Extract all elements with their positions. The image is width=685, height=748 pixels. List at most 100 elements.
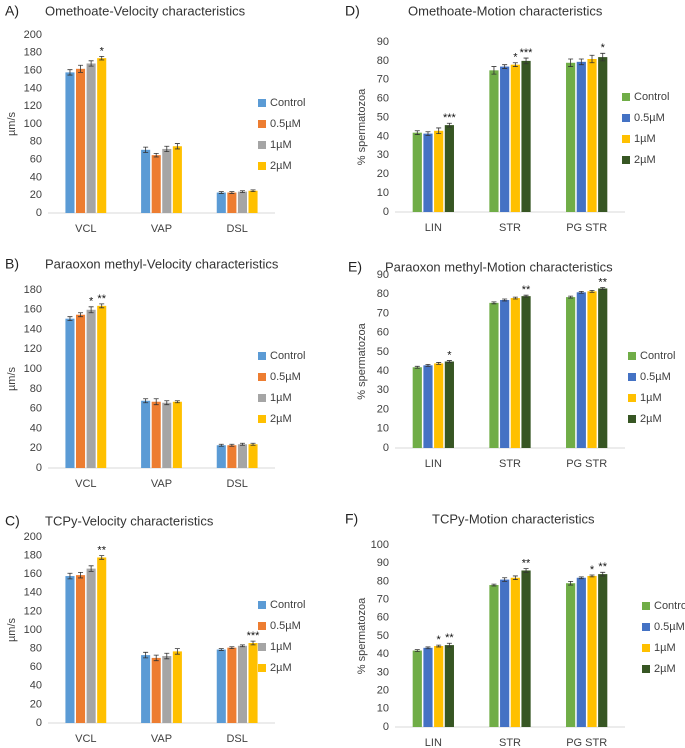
error-bar [164,652,170,660]
error-bar [578,576,584,580]
y-tick-label: 20 [30,189,42,201]
bar [216,445,226,468]
error-bar [589,574,595,578]
error-bar [414,365,420,369]
error-bar [436,127,442,135]
error-bar [578,290,584,294]
x-tick-label: VCL [75,478,96,490]
error-bar [88,306,94,314]
significance-label: * [89,296,94,308]
legend-swatch [258,601,266,609]
y-tick-label: 40 [377,365,389,377]
error-bar [218,191,224,194]
chart-title: TCPy-Motion characteristics [432,511,595,526]
bar [151,401,161,468]
x-tick-label: VCL [75,223,96,235]
bar [248,643,258,723]
y-axis-label: µm/s [6,617,18,642]
error-bar [78,64,84,73]
bar [500,579,510,727]
error-bar [229,646,235,649]
y-tick-label: 50 [377,111,389,123]
y-tick-label: 30 [377,149,389,161]
error-bar [143,146,149,153]
bar [227,445,237,468]
error-bar [250,640,256,646]
legend-swatch [622,93,630,101]
legend-label: Control [270,97,305,109]
bar [237,191,247,213]
bar [97,557,107,723]
x-tick-label: STR [499,458,521,470]
significance-label: *** [443,112,457,124]
legend-label: Control [634,91,669,103]
panel-label: D) [345,3,360,19]
bar [237,444,247,468]
legend-label: Control [640,350,675,362]
bar [216,192,226,213]
y-tick-label: 60 [377,612,389,624]
y-tick-label: 60 [30,154,42,166]
x-tick-label: VAP [151,223,172,235]
y-tick-label: 90 [377,557,389,569]
bar [500,66,510,212]
y-tick-label: 120 [24,605,42,617]
x-tick-label: VCL [75,733,96,745]
panel-label: A) [5,3,19,19]
bar [566,62,576,213]
legend-swatch [258,120,266,128]
error-bar [250,189,256,193]
significance-label: ** [97,293,106,305]
legend-swatch [628,394,636,402]
legend-label: 0.5µM [270,118,301,130]
bar [172,146,182,213]
y-tick-label: 90 [377,269,389,281]
significance-label: * [447,349,452,361]
significance-label: ** [522,558,531,570]
y-tick-label: 80 [30,136,42,148]
error-bar [578,58,584,66]
y-tick-label: 60 [30,403,42,415]
legend-label: 0.5µM [654,621,685,633]
error-bar [153,152,159,158]
bar [444,645,454,727]
error-bar [414,130,420,135]
y-tick-label: 60 [30,661,42,673]
significance-label: * [590,564,595,576]
bar [76,314,86,468]
y-tick-label: 200 [24,29,42,41]
error-bar [502,64,508,69]
significance-label: * [437,634,442,646]
significance-label: ** [598,561,607,573]
x-tick-label: STR [499,737,521,748]
legend-swatch [628,352,636,360]
bar [237,645,247,723]
x-tick-label: VAP [151,733,172,745]
y-tick-label: 140 [24,323,42,335]
legend-swatch [642,602,650,610]
error-bar [174,400,180,404]
bar [566,297,576,448]
bar [227,647,237,723]
error-bar [436,362,442,365]
bar [86,63,96,214]
error-bar [512,575,518,580]
bar [227,192,237,213]
significance-label: *** [520,47,534,59]
bar [423,133,433,212]
error-bar [229,191,235,194]
error-bar [174,648,180,655]
error-bar [99,303,105,309]
legend-label: 1µM [640,392,662,404]
legend-swatch [258,352,266,360]
chart-title: TCPy-Velocity characteristics [45,513,214,528]
bar [566,583,576,727]
legend-label: 1µM [270,139,292,151]
panel-label: B) [5,256,19,272]
y-tick-label: 140 [24,587,42,599]
bar [162,656,172,723]
bar [576,577,586,727]
y-tick-label: 10 [377,703,389,715]
y-tick-label: 180 [24,550,42,562]
bar [412,132,422,212]
